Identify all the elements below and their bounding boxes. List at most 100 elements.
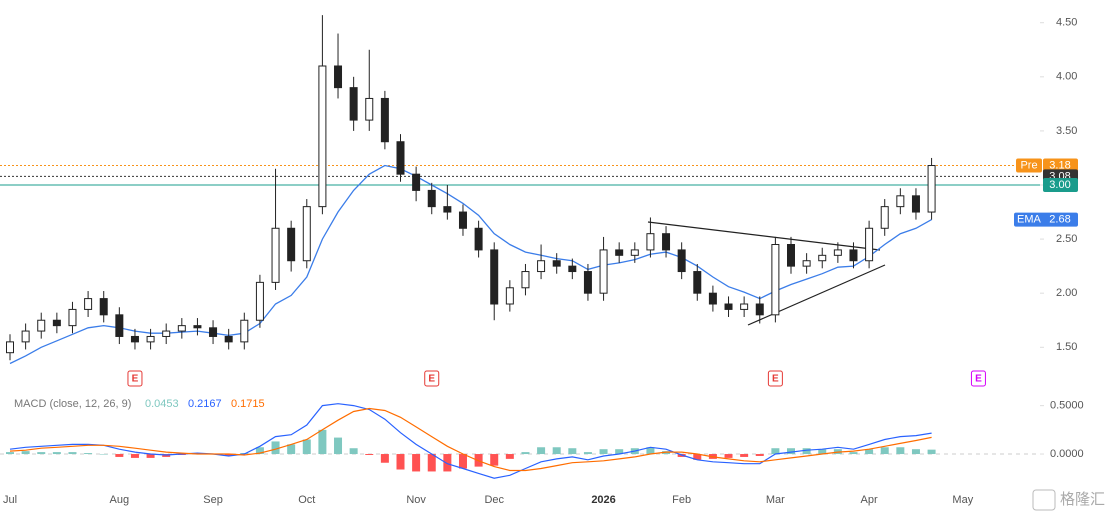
candle-body [646, 233, 655, 251]
candle-body [865, 227, 874, 262]
histogram-bar [427, 454, 436, 472]
x-tick-label: Sep [203, 494, 223, 506]
x-tick-label: Jul [3, 494, 17, 506]
candle-body [287, 227, 296, 262]
histogram-bar [911, 449, 920, 455]
candle-body [68, 308, 77, 327]
candle-body [927, 165, 936, 213]
legend-value: 0.0453 [145, 398, 179, 410]
histogram-bar [740, 454, 749, 457]
candle-body [755, 303, 764, 316]
candle-body [662, 233, 671, 251]
histogram-bar [302, 439, 311, 455]
candle-body [52, 319, 61, 327]
candle-body [630, 249, 639, 256]
x-tick-label: 2026 [591, 494, 615, 506]
event-marker[interactable] [767, 370, 783, 387]
candle-body [490, 249, 499, 305]
histogram-bar [334, 437, 343, 455]
x-tick-label: Feb [672, 494, 691, 506]
x-tick-label: Apr [861, 494, 878, 506]
candle-body [787, 244, 795, 267]
histogram-bar [84, 453, 93, 455]
histogram-bar [37, 452, 46, 455]
histogram-bar [52, 452, 61, 455]
candle-body [505, 287, 514, 305]
histogram-bar [21, 451, 30, 455]
x-tick-label: Mar [766, 494, 785, 506]
candle-body [21, 330, 30, 343]
event-label: E [975, 374, 982, 385]
x-tick-label: Nov [406, 494, 426, 506]
candle-body [271, 227, 280, 283]
histogram-bar [646, 447, 655, 455]
y-tick-label: 3.50 [1056, 125, 1077, 137]
candle-body [6, 341, 14, 354]
x-tick-label: Dec [484, 494, 504, 506]
legend-value: 0.1715 [231, 398, 265, 410]
candle-body [521, 271, 530, 289]
candle-body [615, 249, 624, 256]
candle-body [177, 325, 186, 332]
candle-body [146, 335, 155, 343]
histogram-bar [787, 448, 795, 455]
event-label: E [428, 374, 435, 385]
histogram-bar [68, 452, 77, 455]
candle-body [115, 314, 124, 337]
event-marker[interactable] [970, 370, 986, 387]
x-tick-label: Oct [298, 494, 315, 506]
candle-body [84, 298, 93, 310]
histogram-bar [224, 454, 233, 456]
histogram-bar [865, 449, 874, 455]
ema-badge [1014, 212, 1078, 227]
price-label: 3.18 [1049, 159, 1070, 171]
candle-body [474, 227, 483, 251]
watermark-icon [1032, 489, 1056, 511]
candle-body [802, 260, 811, 267]
price-name: Pre [1020, 159, 1037, 171]
y-tick-label: 2.50 [1056, 233, 1077, 245]
candle-body [458, 211, 467, 229]
candle-body [677, 249, 686, 273]
candle-body [599, 249, 608, 294]
candle-body [818, 254, 827, 262]
histogram-bar [615, 449, 624, 455]
y-tick-label: 0.5000 [1050, 400, 1084, 412]
histogram-bar [505, 454, 514, 459]
candle-body [412, 173, 421, 191]
histogram-bar [287, 444, 296, 455]
histogram-bar [724, 454, 733, 458]
macd-line [9, 407, 932, 472]
histogram-bar [599, 449, 608, 455]
trend-line [647, 221, 881, 251]
histogram-bar [802, 448, 811, 455]
candle-body [99, 298, 108, 316]
x-tick-label: Aug [110, 494, 130, 506]
histogram-bar [880, 447, 889, 455]
histogram-bar [349, 448, 358, 455]
candle-body [552, 260, 561, 267]
candle-body [583, 271, 592, 294]
legend-value: 0.2167 [188, 398, 222, 410]
candle-body [833, 249, 842, 256]
candle-body [693, 271, 702, 294]
candle-body [240, 319, 249, 343]
histogram-bar [271, 441, 280, 455]
candle-body [302, 206, 311, 262]
event-marker[interactable] [424, 370, 440, 387]
y-tick-label: 4.00 [1056, 71, 1077, 83]
candle-body [724, 303, 733, 310]
candle-body [130, 335, 139, 343]
histogram-bar [365, 454, 374, 455]
event-marker[interactable] [127, 370, 143, 387]
candle-body [396, 141, 405, 175]
candle-body [193, 325, 202, 329]
candle-body [740, 303, 749, 310]
candle-body [537, 260, 546, 273]
x-tick-label: May [952, 494, 973, 506]
histogram-bar [255, 447, 264, 455]
candle-body [771, 244, 780, 316]
candle-body [224, 335, 233, 343]
candle-body [209, 327, 218, 337]
